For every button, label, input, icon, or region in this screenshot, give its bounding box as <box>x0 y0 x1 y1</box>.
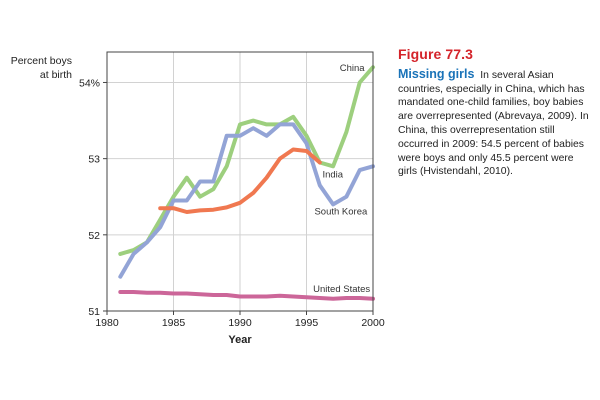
series-label-china: China <box>340 63 366 74</box>
series-line-south-korea <box>118 122 375 279</box>
series-line-united-states <box>118 290 375 301</box>
x-tick-label: 2000 <box>361 317 385 329</box>
chart-ticks: 1980 1985 1990 1995 2000 51 52 53 54% <box>79 77 385 329</box>
x-tick-label: 1990 <box>228 317 252 329</box>
chart-series-labels: China South Korea India United States <box>313 63 370 295</box>
x-axis-label: Year <box>228 334 252 346</box>
x-tick-label: 1995 <box>295 317 319 329</box>
figure-caption: Figure 77.3 Missing girls In several Asi… <box>398 46 594 179</box>
series-label-united-states: United States <box>313 284 370 295</box>
caption-title: Missing girls <box>398 66 475 81</box>
series-line-india <box>158 147 322 214</box>
chart-series <box>118 65 375 301</box>
y-tick-label: 51 <box>88 306 100 318</box>
x-tick-label: 1980 <box>95 317 119 329</box>
y-axis-label-line1: Percent boys <box>11 55 72 67</box>
series-label-south-korea: South Korea <box>314 206 368 217</box>
figure-number: Figure 77.3 <box>398 46 474 62</box>
y-tick-label: 54% <box>79 77 100 89</box>
series-label-india: India <box>322 170 343 181</box>
y-axis-label-line2: at birth <box>40 69 72 81</box>
caption-text: In several Asian countries, especially i… <box>398 69 589 178</box>
x-tick-label: 1985 <box>162 317 186 329</box>
y-tick-label: 53 <box>88 154 100 166</box>
y-tick-label: 52 <box>88 230 100 242</box>
chart-grid <box>106 52 374 312</box>
series-line-china <box>118 65 375 256</box>
